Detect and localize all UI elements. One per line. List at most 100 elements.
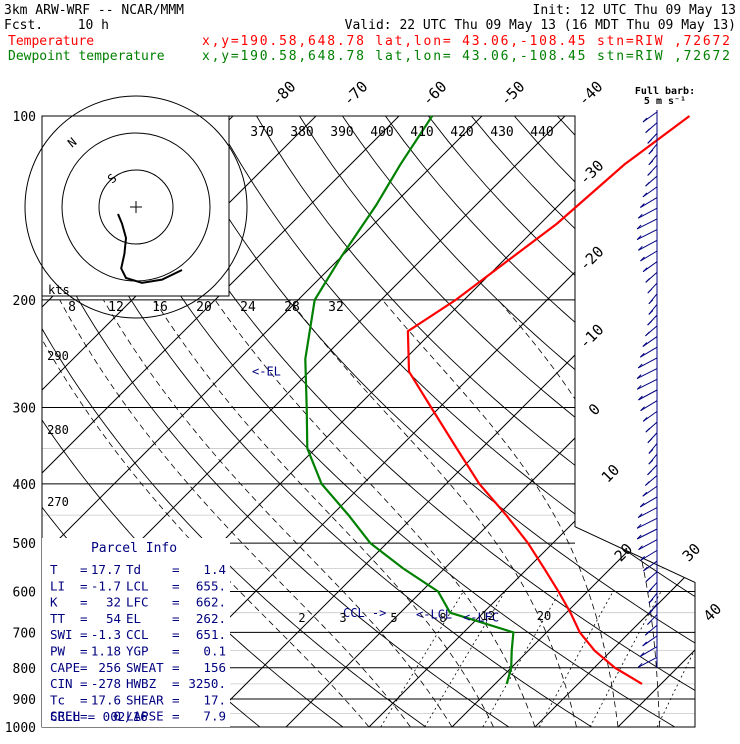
parcel-eq: = [172,709,180,724]
dewpoint-curve [304,115,515,685]
hodograph-ring [98,169,174,245]
parcel-eq: = [172,692,180,707]
parcel-eq: = [172,676,180,691]
theta-label: 370 [250,125,273,140]
wind-barb [640,400,658,412]
parcel-cell: CELL = 002/16 [50,709,148,724]
wind-barb-flag [640,256,645,262]
wind-barb [638,539,658,551]
wind-barb-flag [636,384,642,390]
pressure-tick-label: 900 [13,693,36,708]
temperature-axis-label: -50 [497,78,529,110]
parcel-label: PW [50,644,66,659]
dry-adiabat [42,116,529,727]
temperature-axis-label: 40 [700,600,726,626]
wind-barb-flag [636,374,642,379]
parcel-box [42,538,230,727]
parcel-label: SWEAT [126,660,164,675]
hodograph-ring [24,95,248,319]
wind-barb [640,250,658,262]
parcel-value: 3250. [188,676,226,691]
wind-barb-flag [648,609,654,615]
dry-adiabat [556,116,695,727]
mixing-ratio-line [538,591,614,727]
parcel-eq: = [172,660,180,675]
wind-barb [639,496,658,508]
temperature-axis-label: 10 [598,461,624,487]
wind-barb [640,549,658,561]
lcl-marker: <-LCL [416,608,452,622]
temperature-axis-label: 30 [679,540,705,566]
parcel-eq: = [172,562,180,577]
pressure-tick-label: 800 [13,662,36,677]
el-marker: <-EL [252,365,281,379]
wind-barb-flag [648,459,654,465]
wind-barb-flag [647,139,653,144]
parcel-value: 54 [106,611,121,626]
pressure-tick-label: 700 [13,626,36,641]
isotherm-line [701,116,740,727]
parcel-label: LCL [126,578,149,593]
theta-label: 390 [330,125,353,140]
parcel-eq: = [172,595,180,610]
wind-barb [636,218,658,230]
init-time: Init: 12 UTC Thu 09 May 13 [533,3,737,18]
parcel-value: 1.4 [203,562,226,577]
wind-barb-flag [647,288,653,294]
dry-adiabat [42,116,613,727]
mixing-ratio-label: 8 [439,611,446,625]
temperature-location: x,y=190.58,648.78 lat,lon= 43.06,-108.45… [202,34,730,49]
dry-adiabat [170,116,695,727]
moist-adiabat [629,299,695,727]
wind-barb-flag [640,556,646,561]
parcel-value: 256 [98,660,121,675]
parcel-label: CIN [50,676,73,691]
wind-barb [637,507,658,519]
parcel-label: EL [126,611,141,626]
wind-barb-flag [639,502,645,508]
parcel-title: Parcel Info [91,541,177,556]
parcel-eq: = [172,611,180,626]
wind-barb-flag [639,352,645,358]
parcel-value: 0.1 [203,644,226,659]
wind-barb-flag [638,245,643,251]
hodograph-ring-label: 12 [108,300,124,315]
wind-barb-flag [648,160,654,166]
parcel-value: -1.3 [91,627,121,642]
pressure-tick-label: 400 [13,478,36,493]
dry-adiabat [84,116,695,727]
wind-barb [636,517,658,529]
parcel-label: SHEAR [126,692,164,707]
parcel-label: SREH [50,709,80,724]
parcel-value: 156 [203,660,226,675]
isotherm-line [534,116,695,727]
wind-barb-flag [642,641,648,647]
parcel-value: 32 [106,595,121,610]
temperature-axis-label: 20 [611,540,637,566]
mixing-ratio-line [482,591,561,727]
barb-legend-unit: 5 m s⁻¹ [644,96,686,107]
dry-adiabat [42,116,445,727]
temperature-axis-label: -80 [268,78,300,110]
wind-barb [639,346,658,358]
wind-barb [636,229,658,241]
lfc-marker: <-LFC [463,611,499,625]
parcel-eq: = [80,692,88,707]
parcel-value: 17. [203,692,226,707]
barb-legend-title: Full barb: [635,86,695,97]
theta-label: 430 [490,125,513,140]
wind-barb-flag [645,427,651,433]
parcel-eq: = [80,595,88,610]
wind-barb-flag [648,449,654,454]
parcel-label: YGP [126,644,149,659]
temperature-axis-label: -40 [575,78,607,110]
hodograph-ring-label: 20 [196,300,212,315]
wind-barb-flag [637,363,643,369]
mixing-ratio-label: 2 [298,611,305,625]
parcel-value: 1.18 [91,644,121,659]
wind-barb [638,389,658,401]
moist-adiabat [42,299,370,727]
parcel-value: 651. [196,627,226,642]
